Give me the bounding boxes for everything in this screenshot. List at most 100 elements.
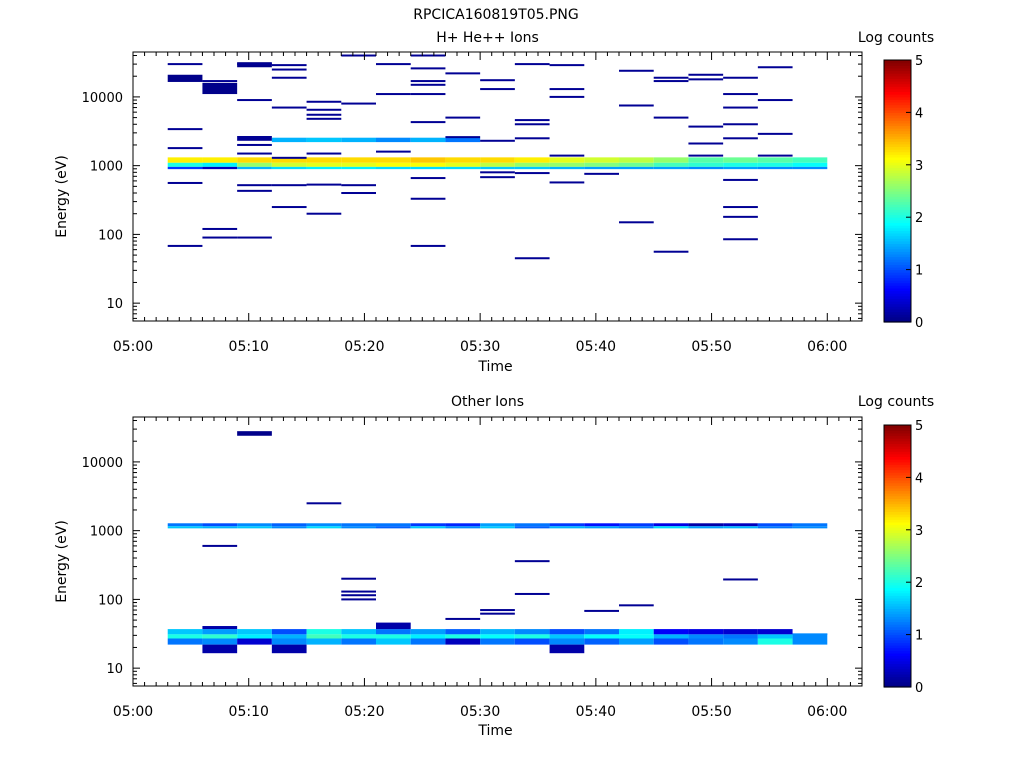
- heatmap-cell: [619, 638, 654, 645]
- heatmap-cell: [202, 634, 238, 639]
- count-line: [167, 244, 203, 247]
- heatmap-cell: [688, 629, 724, 635]
- heatmap-cell: [480, 638, 515, 645]
- plot-frame: [132, 416, 863, 687]
- heatmap-cell: [445, 629, 481, 635]
- count-line: [271, 64, 307, 67]
- y-axis: 10 100 1000 10000 Energy (eV): [54, 420, 862, 684]
- heatmap-cell: [271, 523, 307, 527]
- x-tick-label: 05:50: [691, 704, 731, 720]
- x-tick-label: 05:50: [691, 339, 731, 355]
- heatmap-cell: [306, 638, 342, 645]
- heatmap-cell: [480, 523, 515, 527]
- heatmap-cell: [306, 526, 342, 529]
- count-line: [688, 142, 724, 145]
- count-line: [306, 212, 342, 215]
- heatmap-cell: [202, 644, 238, 654]
- heatmap-cell: [723, 523, 758, 527]
- count-line: [341, 184, 376, 187]
- count-line: [410, 197, 446, 200]
- heatmap-cell: [445, 157, 481, 163]
- sparse-count-lines: [202, 502, 758, 620]
- heatmap-cell: [341, 162, 376, 167]
- heatmap-cells: [167, 62, 828, 170]
- heatmap-cell: [480, 166, 515, 170]
- heatmap-cell: [480, 526, 515, 529]
- colorbar-label: Log counts: [858, 30, 934, 46]
- heatmap-cell: [584, 162, 619, 167]
- heatmap-cell: [237, 157, 272, 163]
- heatmap-cell: [341, 634, 376, 639]
- heatmap-cell: [514, 523, 550, 527]
- heatmap-cell: [792, 166, 828, 170]
- heatmap-cell: [167, 166, 203, 170]
- x-tick-label: 06:00: [807, 339, 847, 355]
- count-line: [271, 156, 307, 159]
- heatmap-cell: [584, 157, 619, 163]
- heatmap-cell: [514, 638, 550, 645]
- count-line: [271, 106, 307, 109]
- heatmap-cell: [376, 162, 411, 167]
- count-line: [480, 612, 515, 615]
- heatmap-cell: [237, 526, 272, 529]
- colorbar-tick-label: 5: [915, 54, 923, 69]
- sparse-count-lines: [167, 54, 793, 260]
- heatmap-cell: [688, 523, 724, 527]
- heatmap-cell: [584, 638, 619, 645]
- count-line: [723, 206, 758, 209]
- heatmap-cell: [653, 523, 689, 527]
- heatmap-cell: [584, 526, 619, 529]
- colorbar-tick-label: 5: [915, 419, 923, 434]
- count-line: [584, 609, 619, 612]
- heatmap-cell: [271, 644, 307, 654]
- heatmap-cell: [202, 82, 238, 95]
- heatmap-cell: [237, 431, 272, 436]
- heatmap-cell: [723, 162, 758, 167]
- y-tick-label: 1000: [90, 525, 123, 540]
- x-tick-label: 06:00: [807, 704, 847, 720]
- heatmap-cell: [792, 633, 828, 639]
- heatmap-cell: [688, 157, 724, 163]
- heatmap-cell: [688, 162, 724, 167]
- heatmap-cell: [237, 166, 272, 170]
- x-tick-label: 05:20: [344, 704, 384, 720]
- count-line: [410, 244, 446, 247]
- heatmap-cell: [514, 629, 550, 635]
- heatmap-cell: [306, 523, 342, 527]
- count-line: [167, 147, 203, 150]
- count-line: [757, 154, 793, 157]
- heatmap-cell: [480, 629, 515, 635]
- heatmap-cell: [306, 157, 342, 163]
- count-line: [688, 125, 724, 128]
- count-line: [757, 132, 793, 135]
- heatmap-cell: [376, 638, 411, 645]
- count-line: [514, 137, 550, 140]
- heatmap-cell: [514, 157, 550, 163]
- count-line: [514, 560, 550, 563]
- heatmap-cell: [653, 162, 689, 167]
- heatmap-cell: [723, 157, 758, 163]
- heatmap-cell: [410, 526, 446, 529]
- count-line: [167, 128, 203, 131]
- heatmap-cell: [202, 626, 238, 630]
- count-line: [688, 73, 724, 76]
- heatmap-cell: [445, 526, 481, 529]
- heatmap-cell: [202, 638, 238, 645]
- heatmap-cell: [514, 166, 550, 170]
- heatmap-cell: [410, 634, 446, 639]
- x-axis: 05:00 05:10 05:20 05:30 05:40 05:50 06:00 Time: [113, 52, 863, 375]
- count-line: [653, 76, 689, 79]
- count-line: [410, 80, 446, 83]
- count-line: [723, 93, 758, 96]
- heatmap-cell: [653, 166, 689, 170]
- heatmap-cell: [549, 166, 585, 170]
- x-axis-label: Time: [477, 359, 512, 375]
- heatmap-cell: [271, 634, 307, 639]
- heatmap-cell: [653, 634, 689, 639]
- heatmap-cell: [237, 523, 272, 527]
- count-line: [619, 604, 654, 607]
- count-line: [167, 63, 203, 66]
- heatmap-cell: [376, 157, 411, 163]
